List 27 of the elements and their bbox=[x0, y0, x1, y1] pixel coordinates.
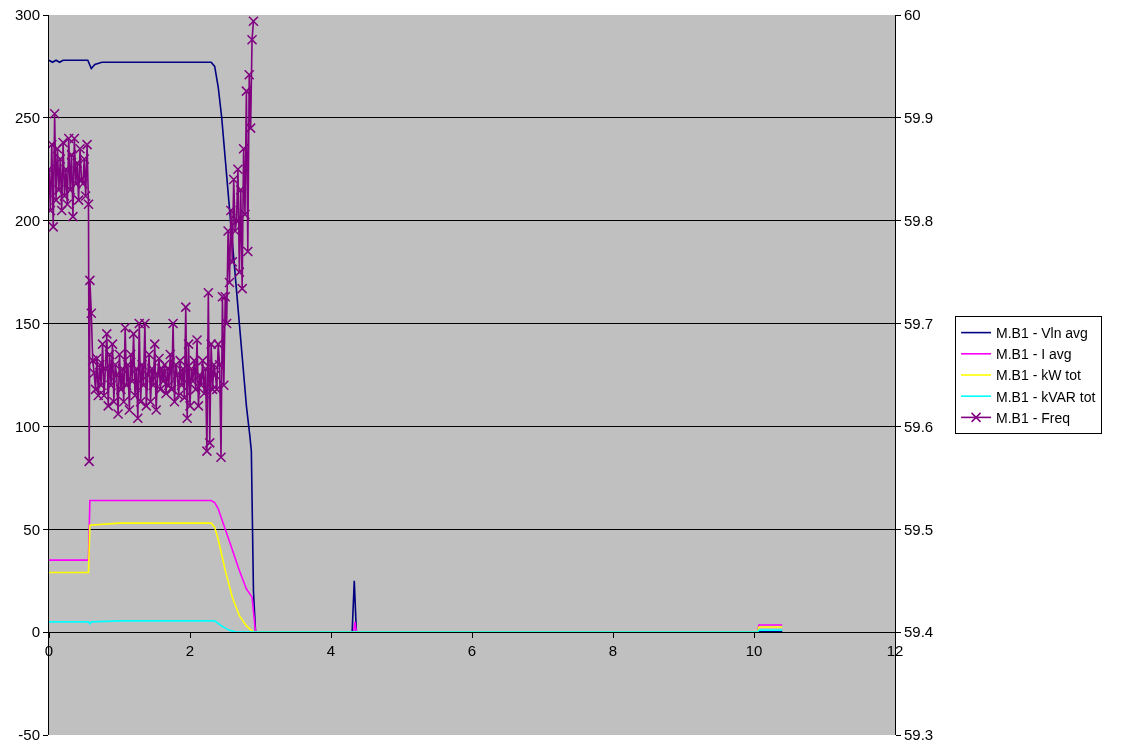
x-tick-label: 4 bbox=[326, 642, 336, 660]
legend-label: M.B1 - kVAR tot bbox=[996, 388, 1096, 405]
y-tick-label: 50 bbox=[23, 520, 40, 538]
y-tick-label: 200 bbox=[14, 211, 40, 229]
legend-label: M.B1 - kW tot bbox=[996, 367, 1081, 384]
y2-tick-label: 60 bbox=[904, 6, 921, 24]
x-tick-label: 2 bbox=[185, 642, 195, 660]
y-tick-label: 100 bbox=[14, 417, 40, 435]
y2-tick-label: 59.6 bbox=[904, 417, 934, 435]
y2-tick-label: 59.4 bbox=[904, 623, 934, 641]
legend-label: M.B1 - Vln avg bbox=[996, 325, 1088, 342]
y-tick-label: 300 bbox=[14, 6, 40, 24]
y2-tick-label: 59.7 bbox=[904, 314, 934, 332]
line-series bbox=[49, 620, 783, 633]
x-tick-label: 8 bbox=[608, 642, 618, 660]
y2-tick-label: 59.9 bbox=[904, 109, 934, 127]
y2-tick-label: 59.8 bbox=[904, 211, 934, 229]
y-tick-label: 250 bbox=[14, 109, 40, 127]
y2-tick-label: 59.5 bbox=[904, 520, 934, 538]
y-tick-label: -50 bbox=[18, 726, 40, 744]
x-tick-label: 6 bbox=[467, 642, 477, 660]
x-tick-label: 10 bbox=[745, 642, 763, 660]
y-tick-label: 150 bbox=[14, 314, 40, 332]
y-tick-label: 0 bbox=[31, 623, 40, 641]
y2-tick-label: 59.3 bbox=[904, 726, 934, 744]
legend-label: M.B1 - Freq bbox=[996, 409, 1070, 426]
legend-label: M.B1 - I avg bbox=[996, 346, 1072, 363]
